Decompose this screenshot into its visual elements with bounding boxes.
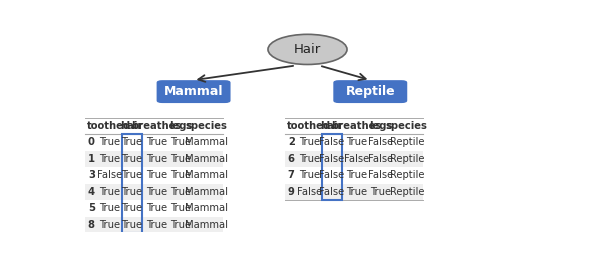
Bar — [286, 184, 422, 200]
Text: toothed: toothed — [287, 121, 331, 131]
Text: Reptile: Reptile — [389, 170, 424, 180]
Text: True: True — [99, 187, 120, 197]
Text: True: True — [346, 138, 367, 147]
Text: breathes: breathes — [331, 121, 382, 131]
Text: False: False — [368, 170, 394, 180]
Text: False: False — [97, 170, 122, 180]
Text: toothed: toothed — [88, 121, 131, 131]
Text: True: True — [170, 170, 191, 180]
Bar — [122, 134, 142, 233]
Bar — [286, 118, 422, 134]
Text: True: True — [299, 170, 320, 180]
Text: False: False — [319, 187, 344, 197]
Text: Reptile: Reptile — [389, 187, 424, 197]
Text: False: False — [319, 170, 344, 180]
Bar — [286, 167, 422, 184]
Text: True: True — [146, 203, 167, 213]
Bar — [85, 200, 223, 217]
Text: species: species — [186, 121, 228, 131]
Text: 6: 6 — [288, 154, 295, 164]
Text: True: True — [99, 220, 120, 230]
Bar — [85, 167, 223, 184]
Text: True: True — [346, 187, 367, 197]
Text: True: True — [121, 187, 142, 197]
Text: Mammal: Mammal — [185, 220, 229, 230]
Text: True: True — [170, 203, 191, 213]
Text: Reptile: Reptile — [389, 138, 424, 147]
Text: False: False — [319, 154, 344, 164]
Text: Reptile: Reptile — [346, 85, 395, 98]
Text: True: True — [146, 154, 167, 164]
Text: True: True — [299, 154, 320, 164]
Text: True: True — [170, 187, 191, 197]
Text: True: True — [121, 154, 142, 164]
Ellipse shape — [268, 34, 347, 64]
Bar — [286, 151, 422, 167]
Text: 8: 8 — [88, 220, 95, 230]
Bar — [85, 217, 223, 233]
Text: True: True — [170, 220, 191, 230]
Text: True: True — [170, 138, 191, 147]
Text: Mammal: Mammal — [185, 138, 229, 147]
Text: 0: 0 — [88, 138, 95, 147]
Text: True: True — [99, 203, 120, 213]
Text: True: True — [146, 187, 167, 197]
Text: True: True — [146, 170, 167, 180]
Text: species: species — [386, 121, 428, 131]
Text: 4: 4 — [88, 187, 95, 197]
Text: True: True — [121, 203, 142, 213]
Text: True: True — [299, 138, 320, 147]
Text: True: True — [121, 220, 142, 230]
Text: True: True — [170, 154, 191, 164]
Bar — [85, 134, 223, 151]
Bar — [85, 184, 223, 200]
Text: Mammal: Mammal — [185, 170, 229, 180]
Text: True: True — [146, 138, 167, 147]
Text: False: False — [319, 138, 344, 147]
Text: breathes: breathes — [131, 121, 182, 131]
Text: Reptile: Reptile — [389, 154, 424, 164]
Text: True: True — [370, 187, 392, 197]
Text: hair: hair — [320, 121, 343, 131]
Text: Mammal: Mammal — [185, 154, 229, 164]
Text: True: True — [99, 138, 120, 147]
Text: True: True — [121, 138, 142, 147]
Text: 7: 7 — [288, 170, 295, 180]
Text: False: False — [297, 187, 322, 197]
Text: False: False — [368, 154, 394, 164]
Text: Mammal: Mammal — [185, 187, 229, 197]
Bar — [85, 118, 223, 134]
FancyBboxPatch shape — [157, 80, 230, 103]
Text: legs: legs — [169, 121, 193, 131]
Text: True: True — [346, 170, 367, 180]
Text: False: False — [344, 154, 369, 164]
Text: 9: 9 — [288, 187, 295, 197]
FancyBboxPatch shape — [334, 80, 407, 103]
Text: True: True — [99, 154, 120, 164]
Text: legs: legs — [369, 121, 392, 131]
Text: 3: 3 — [88, 170, 95, 180]
Bar — [286, 134, 422, 151]
Text: 2: 2 — [288, 138, 295, 147]
Text: 1: 1 — [88, 154, 95, 164]
Bar — [322, 134, 341, 200]
Bar — [85, 151, 223, 167]
Text: Mammal: Mammal — [164, 85, 223, 98]
Text: True: True — [121, 170, 142, 180]
Text: hair: hair — [121, 121, 143, 131]
Text: Hair: Hair — [294, 43, 321, 56]
Text: False: False — [368, 138, 394, 147]
Text: True: True — [146, 220, 167, 230]
Text: Mammal: Mammal — [185, 203, 229, 213]
Text: 5: 5 — [88, 203, 95, 213]
